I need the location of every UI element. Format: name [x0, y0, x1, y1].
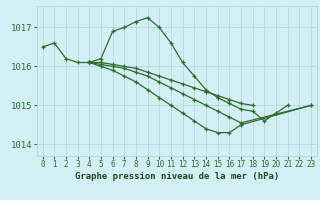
X-axis label: Graphe pression niveau de la mer (hPa): Graphe pression niveau de la mer (hPa) — [75, 172, 279, 181]
